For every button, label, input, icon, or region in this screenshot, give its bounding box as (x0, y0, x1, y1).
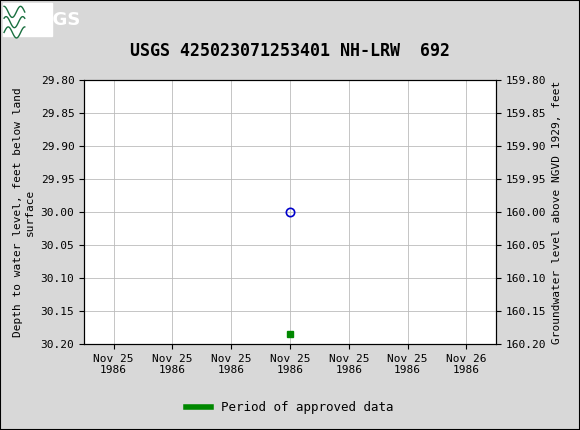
Text: USGS 425023071253401 NH-LRW  692: USGS 425023071253401 NH-LRW 692 (130, 42, 450, 60)
Legend: Period of approved data: Period of approved data (181, 396, 399, 419)
Text: USGS: USGS (26, 11, 81, 29)
Y-axis label: Groundwater level above NGVD 1929, feet: Groundwater level above NGVD 1929, feet (552, 80, 561, 344)
Y-axis label: Depth to water level, feet below land
surface: Depth to water level, feet below land su… (13, 87, 35, 337)
FancyBboxPatch shape (3, 3, 52, 37)
